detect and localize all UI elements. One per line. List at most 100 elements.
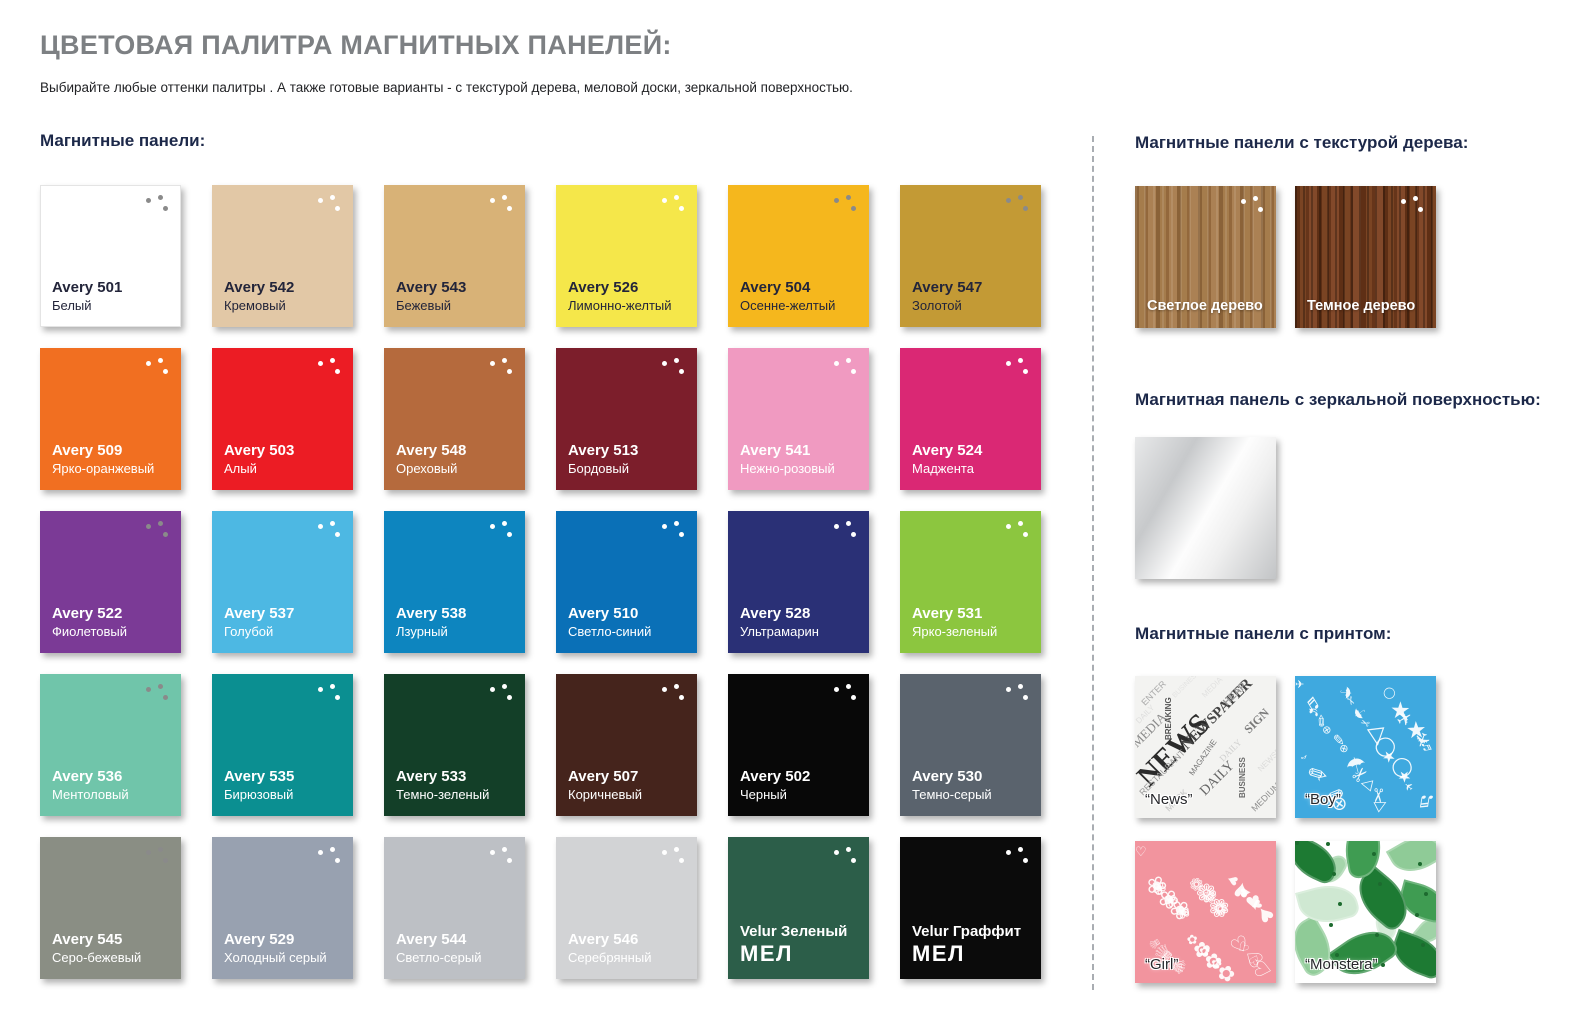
doodle-glyph-icon: ♡ xyxy=(1135,844,1147,859)
wood-label: Светлое дерево xyxy=(1147,298,1263,314)
swatch-code: Avery 542 xyxy=(224,279,295,296)
panels-section-heading: Магнитные панели: xyxy=(40,131,206,150)
swatch-name: Черный xyxy=(740,787,787,802)
swatch-labels: Avery 544 Светло-серый xyxy=(396,930,519,966)
magnet-dots-icon xyxy=(834,847,858,865)
swatch-name: Коричневый xyxy=(568,787,642,802)
color-swatch: Avery 541 Нежно-розовый xyxy=(728,348,869,490)
swatch-labels: Velur Зеленый МЕЛ xyxy=(740,922,863,966)
svg-text:BUSINESS: BUSINESS xyxy=(1238,756,1247,798)
wood-swatch-light: Светлое дерево xyxy=(1135,186,1276,328)
magnet-dots-icon xyxy=(834,684,858,702)
swatch-name: Белый xyxy=(52,298,92,313)
swatch-code: Avery 529 xyxy=(224,931,295,948)
mirror-section-heading: Магнитная панель с зеркальной поверхност… xyxy=(1135,390,1541,409)
magnet-dots-icon xyxy=(1006,684,1030,702)
color-swatch: Avery 530 Темно-серый xyxy=(900,674,1041,816)
magnet-dots-icon xyxy=(662,521,686,539)
swatch-name: Ярко-зеленый xyxy=(912,624,998,639)
swatch-labels: Avery 542 Кремовый xyxy=(224,278,347,314)
swatch-name: Лзурный xyxy=(396,624,448,639)
swatch-name: Серо-бежевый xyxy=(52,950,142,965)
swatch-name: Кремовый xyxy=(224,298,286,313)
doodle-glyph-icon: △ xyxy=(1356,776,1376,793)
swatch-code: Velur Граффит xyxy=(912,923,1022,940)
swatch-code: Avery 538 xyxy=(396,605,467,622)
swatch-labels: Avery 502 Черный xyxy=(740,767,863,803)
color-swatch: Avery 522 Фиолетовый xyxy=(40,511,181,653)
swatch-name: Алый xyxy=(224,461,257,476)
color-swatch: Avery 509 Ярко-оранжевый xyxy=(40,348,181,490)
swatch-code: Avery 544 xyxy=(396,931,467,948)
magnet-dots-icon xyxy=(1241,196,1265,214)
pattern-dot xyxy=(1332,872,1336,876)
swatch-labels: Avery 543 Бежевый xyxy=(396,278,519,314)
pattern-dot xyxy=(1329,923,1333,927)
magnet-dots-icon xyxy=(1401,196,1425,214)
swatch-labels: Avery 546 Серебрянный xyxy=(568,930,691,966)
doodle-glyph-icon: ♪ xyxy=(1297,751,1311,764)
swatch-code: Avery 547 xyxy=(912,279,983,296)
magnet-dots-icon xyxy=(1006,358,1030,376)
magnet-dots-icon xyxy=(146,358,170,376)
swatch-labels: Avery 501 Белый xyxy=(52,278,175,314)
swatch-labels: Avery 510 Светло-синий xyxy=(568,604,691,640)
svg-text:MEDIUM: MEDIUM xyxy=(1249,781,1276,814)
newspaper-words-pattern: NEWSNEWSPAPERDAILYMEDIABREAKINGMAGAZINER… xyxy=(1135,676,1276,814)
mirror-swatch xyxy=(1135,437,1276,579)
swatch-labels: Avery 531 Ярко-зеленый xyxy=(912,604,1035,640)
color-swatch: Velur Зеленый МЕЛ xyxy=(728,837,869,979)
swatch-code: Avery 548 xyxy=(396,442,467,459)
pattern-dot xyxy=(1415,913,1419,917)
swatch-labels: Avery 522 Фиолетовый xyxy=(52,604,175,640)
svg-text:BREAKING: BREAKING xyxy=(1164,697,1173,740)
print-swatch-monstera: “Monstera” xyxy=(1295,841,1436,983)
swatch-name: Бордовый xyxy=(568,461,630,476)
swatch-code: Avery 504 xyxy=(740,279,811,296)
swatch-code: Avery 526 xyxy=(568,279,639,296)
color-swatch: Avery 548 Ореховый xyxy=(384,348,525,490)
color-swatch: Avery 535 Бирюзовый xyxy=(212,674,353,816)
magnet-dots-icon xyxy=(146,521,170,539)
magnet-dots-icon xyxy=(662,195,686,213)
monstera-leaf-shape xyxy=(1385,841,1436,882)
magnet-dots-icon xyxy=(490,195,514,213)
swatch-labels: Avery 538 Лзурный xyxy=(396,604,519,640)
swatch-code: Avery 509 xyxy=(52,442,123,459)
magnet-dots-icon xyxy=(318,847,342,865)
swatch-code: Avery 533 xyxy=(396,768,467,785)
magnet-dots-icon xyxy=(146,847,170,865)
swatch-labels: Avery 513 Бордовый xyxy=(568,441,691,477)
pattern-dot xyxy=(1375,933,1379,937)
magnet-dots-icon xyxy=(146,684,170,702)
print-label: “News” xyxy=(1145,791,1193,808)
magnet-dots-icon xyxy=(490,521,514,539)
color-swatch: Avery 528 Ультрамарин xyxy=(728,511,869,653)
swatch-name: Ярко-оранжевый xyxy=(52,461,155,476)
swatch-labels: Avery 503 Алый xyxy=(224,441,347,477)
pattern-dot xyxy=(1335,953,1339,957)
swatch-name: Темно-серый xyxy=(912,787,992,802)
print-swatch-grid: NEWS NEWSPAPER DAILY MEDIA BREAKING MAGAZINE R… xyxy=(1135,676,1436,983)
pattern-dot xyxy=(1418,862,1422,866)
color-swatch: Avery 501 Белый xyxy=(40,185,181,327)
print-swatch-news: NEWS NEWSPAPER DAILY MEDIA BREAKING MAGAZINE R… xyxy=(1135,676,1276,818)
pattern-dot xyxy=(1326,842,1330,846)
swatch-labels: Avery 535 Бирюзовый xyxy=(224,767,347,803)
magnet-dots-icon xyxy=(834,521,858,539)
swatch-code: Avery 543 xyxy=(396,279,467,296)
doodle-glyph-icon: ♬ xyxy=(1410,788,1436,818)
swatch-name: Голубой xyxy=(224,624,274,639)
swatch-code: Avery 528 xyxy=(740,605,811,622)
swatch-code: Avery 510 xyxy=(568,605,639,622)
swatch-code: Avery 537 xyxy=(224,605,295,622)
swatch-code: Velur Зеленый xyxy=(740,923,848,940)
swatch-code: Avery 541 xyxy=(740,442,811,459)
color-swatch: Avery 533 Темно-зеленый xyxy=(384,674,525,816)
swatch-name: Ореховый xyxy=(396,461,458,476)
swatch-code: Avery 502 xyxy=(740,768,811,785)
magnet-dots-icon xyxy=(1006,195,1030,213)
magnet-dots-icon xyxy=(318,195,342,213)
swatch-name: Темно-зеленый xyxy=(396,787,490,802)
panel-color-grid: Avery 501 Белый Avery 542 Кремовый Avery… xyxy=(40,185,1041,979)
